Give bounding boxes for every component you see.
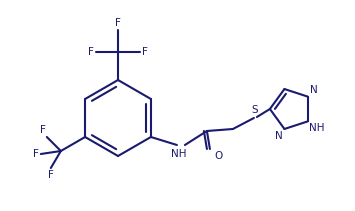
Text: F: F — [48, 170, 54, 180]
Text: F: F — [115, 18, 121, 28]
Text: N: N — [275, 131, 283, 141]
Text: F: F — [40, 125, 46, 135]
Text: F: F — [88, 47, 94, 57]
Text: F: F — [142, 47, 148, 57]
Text: NH: NH — [171, 149, 187, 159]
Text: O: O — [214, 151, 222, 161]
Text: N: N — [310, 85, 318, 95]
Text: S: S — [252, 105, 258, 115]
Text: NH: NH — [309, 123, 324, 133]
Text: F: F — [33, 149, 39, 159]
